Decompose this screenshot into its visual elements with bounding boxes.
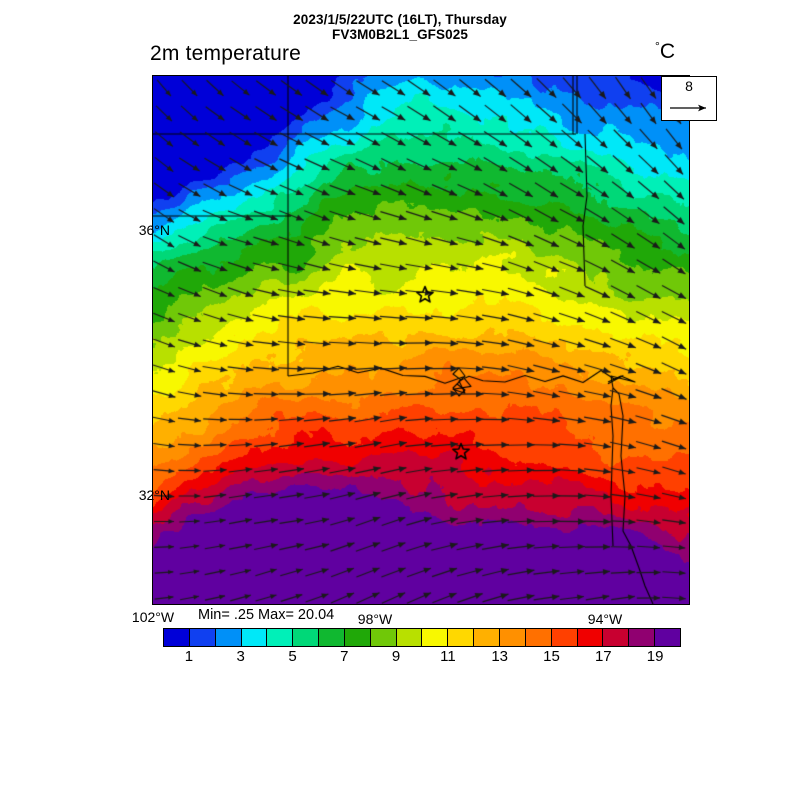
colorbar-tick: 9 bbox=[391, 648, 401, 665]
colorbar-bin bbox=[474, 629, 500, 646]
wind-reference-arrow-icon bbox=[662, 99, 716, 117]
map-plot-area bbox=[152, 75, 690, 605]
minmax-annotation: Min= .25 Max= 20.04 bbox=[198, 607, 335, 623]
figure-title: 2023/1/5/22UTC (16LT), Thursday FV3M0B2L… bbox=[0, 12, 800, 42]
wind-reference-value: 8 bbox=[685, 78, 693, 94]
colorbar-bin bbox=[344, 629, 371, 646]
colorbar bbox=[163, 628, 681, 647]
colorbar-tick: 7 bbox=[340, 648, 349, 665]
colorbar-bin bbox=[267, 629, 294, 646]
colorbar-bin bbox=[293, 629, 320, 646]
colorbar-bin bbox=[422, 629, 449, 646]
lat-label-32n: 32°N bbox=[138, 487, 170, 503]
lon-label-98w: 98°W bbox=[357, 611, 393, 627]
colorbar-bin bbox=[319, 629, 345, 646]
colorbar-tick-labels: 1 3 5 7 9 11 13 15 17 19 bbox=[163, 648, 681, 668]
unit-label: °C bbox=[655, 39, 675, 64]
colorbar-tick: 19 bbox=[646, 648, 664, 665]
colorbar-bin bbox=[370, 629, 397, 646]
colorbar-tick: 13 bbox=[491, 648, 509, 665]
colorbar-bin bbox=[499, 629, 526, 646]
colorbar-tick: 17 bbox=[594, 648, 612, 665]
colorbar-tick: 11 bbox=[440, 648, 456, 665]
title-timestamp: 2023/1/5/22UTC (16LT), Thursday bbox=[293, 12, 507, 27]
colorbar-bin bbox=[215, 629, 242, 646]
colorbar-tick: 5 bbox=[288, 648, 297, 665]
unit-letter: C bbox=[659, 40, 675, 63]
title-model-id: FV3M0B2L1_GFS025 bbox=[332, 27, 468, 42]
wind-reference-box: 8 bbox=[661, 76, 717, 121]
colorbar-bin bbox=[655, 629, 680, 646]
colorbar-bin bbox=[189, 629, 216, 646]
field-label: 2m temperature bbox=[150, 42, 302, 65]
colorbar-bin bbox=[164, 629, 190, 646]
lon-label-102w: 102°W bbox=[131, 609, 175, 625]
colorbar-tick: 1 bbox=[184, 648, 194, 665]
colorbar-bin bbox=[603, 629, 630, 646]
colorbar-bin bbox=[629, 629, 656, 646]
lon-label-94w: 94°W bbox=[587, 611, 623, 627]
colorbar-bin bbox=[551, 629, 578, 646]
colorbar-tick: 3 bbox=[236, 648, 245, 665]
degree-symbol: ° bbox=[655, 39, 660, 53]
lat-label-36n: 36°N bbox=[138, 222, 170, 238]
colorbar-bin bbox=[577, 629, 604, 646]
temperature-field-canvas bbox=[153, 76, 689, 604]
colorbar-bin bbox=[396, 629, 423, 646]
colorbar-bin bbox=[448, 629, 475, 646]
colorbar-bin bbox=[241, 629, 268, 646]
colorbar-bin bbox=[525, 629, 552, 646]
colorbar-tick: 15 bbox=[543, 648, 560, 665]
